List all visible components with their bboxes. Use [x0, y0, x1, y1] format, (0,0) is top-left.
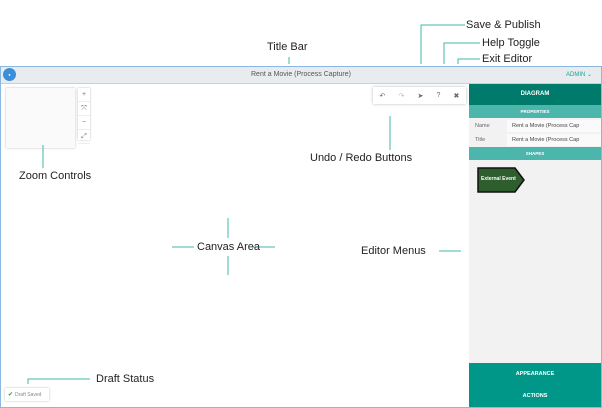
actions-tab[interactable]: ACTIONS	[469, 385, 601, 407]
logo[interactable]: ●	[3, 68, 16, 81]
fullscreen-button[interactable]: ⤢	[78, 130, 90, 144]
property-name: Name Rent a Movie (Process Cap	[469, 119, 601, 133]
arrow-exit	[457, 58, 480, 64]
title-label: Title	[475, 137, 486, 143]
property-title: Title Rent a Movie (Process Cap	[469, 133, 601, 147]
name-input[interactable]: Rent a Movie (Process Cap	[507, 120, 601, 132]
annotation-help-toggle: Help Toggle	[482, 37, 540, 49]
minimap[interactable]	[6, 88, 75, 148]
diagram-tab[interactable]: DIAGRAM	[469, 84, 601, 105]
draft-label: Draft Saved	[15, 391, 42, 398]
properties-header[interactable]: PROPERTIES	[469, 105, 601, 118]
annotation-editor-menus: Editor Menus	[361, 245, 426, 257]
annotation-title-bar: Title Bar	[267, 41, 308, 53]
annotation-exit-editor: Exit Editor	[482, 53, 533, 65]
exit-icon[interactable]: ✖	[453, 92, 460, 100]
check-icon: ✔	[8, 392, 14, 398]
external-event-icon	[477, 167, 525, 193]
annotation-save-publish: Save & Publish	[466, 19, 541, 31]
user-label: ADMIN	[566, 72, 586, 78]
arrow-help	[443, 42, 480, 64]
undo-icon[interactable]: ↶	[379, 92, 386, 100]
arrow-save-publish	[420, 24, 465, 64]
annotation-zoom-controls: Zoom Controls	[19, 170, 92, 182]
user-menu[interactable]: ADMIN ⌄	[566, 71, 592, 78]
appearance-tab[interactable]: APPEARANCE	[469, 363, 601, 385]
arrow-canvas	[172, 218, 275, 275]
external-event-shape[interactable]: External Event	[477, 167, 525, 193]
chevron-down-icon: ⌄	[587, 72, 593, 78]
shape-label: External Event	[481, 176, 516, 182]
title-input[interactable]: Rent a Movie (Process Cap	[507, 134, 601, 146]
draft-status: ✔ Draft Saved	[5, 388, 49, 401]
editor-menus: DIAGRAM PROPERTIES Name Rent a Movie (Pro…	[469, 84, 601, 407]
editor-toolbar: ↶ ↷ ➤ ? ✖	[373, 87, 466, 104]
title-bar	[1, 67, 601, 84]
zoom-fit-button[interactable]: ⤧	[78, 102, 90, 116]
redo-icon[interactable]: ↷	[398, 92, 405, 100]
name-label: Name	[475, 123, 490, 129]
annotation-draft-status: Draft Status	[96, 373, 155, 385]
shapes-header[interactable]: SHAPES	[469, 147, 601, 160]
zoom-controls: + ⤧ − ⤢	[78, 88, 90, 144]
zoom-out-button[interactable]: −	[78, 116, 90, 130]
diagram-title: Rent a Movie (Process Capture)	[251, 71, 351, 78]
save-publish-icon[interactable]: ➤	[417, 92, 424, 100]
annotation-canvas-area: Canvas Area	[197, 241, 260, 253]
help-icon[interactable]: ?	[436, 92, 441, 99]
zoom-in-button[interactable]: +	[78, 88, 90, 102]
arrow-draft	[27, 378, 90, 384]
annotation-undo-redo: Undo / Redo Buttons	[310, 152, 413, 164]
